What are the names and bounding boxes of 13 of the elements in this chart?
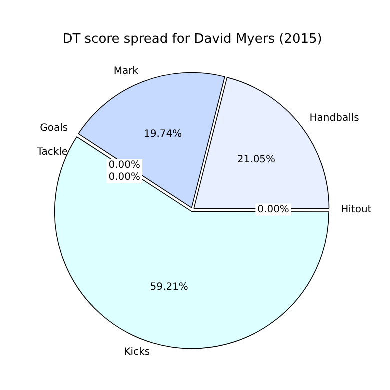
slice-label: Kicks: [124, 346, 150, 358]
text: 0.00%: [258, 204, 290, 216]
slice-label: Handballs: [310, 113, 360, 124]
chart-title: DT score spread for David Myers (2015): [62, 32, 322, 48]
slice-label: Mark: [114, 66, 139, 77]
data-label: 19.74%: [144, 128, 182, 140]
text: 0.00%: [108, 172, 141, 184]
text: 0.00%: [108, 160, 141, 172]
category-label: Goals: [40, 123, 68, 134]
data-label: 21.05%: [237, 154, 276, 166]
category-label: Hitout: [341, 204, 372, 216]
category-label: Tackle: [37, 147, 68, 158]
data-label: 59.21%: [150, 282, 188, 294]
